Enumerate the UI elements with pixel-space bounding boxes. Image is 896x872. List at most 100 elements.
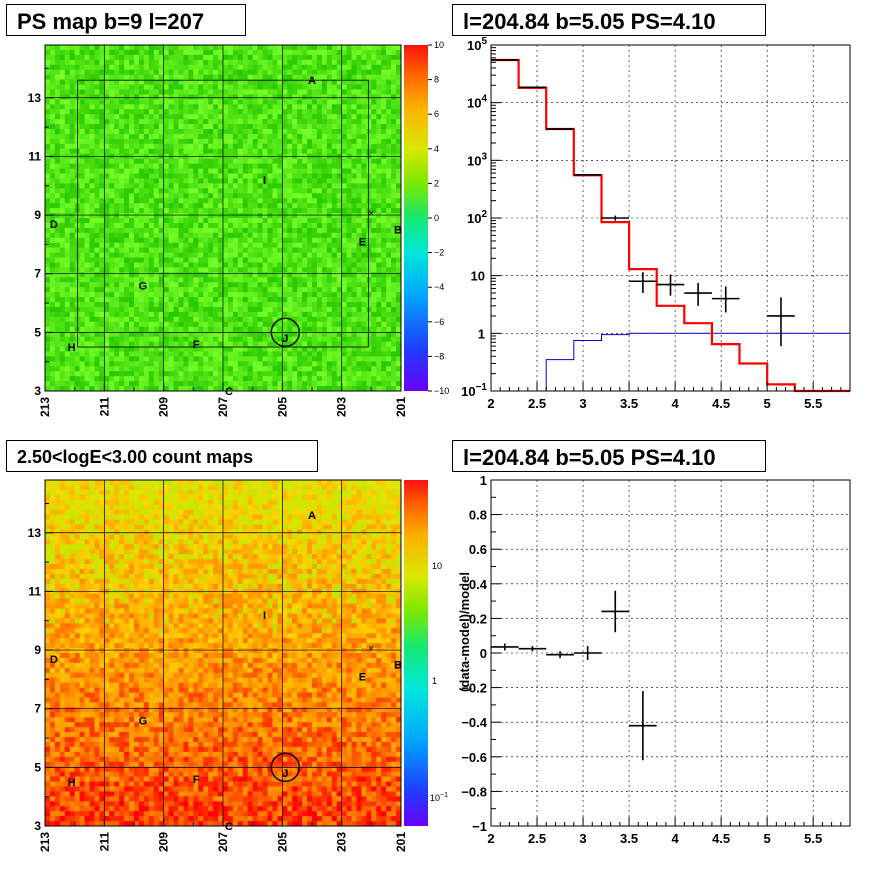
- map-pixel: [257, 79, 263, 85]
- map-pixel: [302, 114, 308, 120]
- map-pixel: [158, 272, 165, 278]
- map-pixel: [124, 346, 130, 352]
- map-pixel: [143, 222, 150, 229]
- map-pixel: [143, 331, 150, 338]
- map-pixel: [84, 242, 90, 249]
- map-pixel: [129, 109, 135, 115]
- map-pixel: [287, 257, 293, 263]
- map-pixel: [54, 69, 61, 76]
- map-pixel: [376, 252, 382, 258]
- map-pixel: [376, 114, 382, 120]
- map-pixel: [272, 252, 278, 258]
- map-pixel: [223, 69, 229, 76]
- map-pixel: [277, 45, 283, 51]
- map-pixel: [49, 84, 56, 90]
- map-pixel: [386, 232, 392, 239]
- map-pixel: [213, 292, 219, 298]
- map-pixel: [183, 208, 189, 214]
- map-pixel: [356, 287, 362, 293]
- map-pixel: [297, 227, 303, 234]
- map-pixel: [371, 143, 377, 150]
- map-pixel: [49, 262, 56, 268]
- map-pixel: [302, 277, 308, 283]
- map-pixel: [124, 143, 130, 150]
- map-pixel: [371, 119, 377, 125]
- map-pixel: [326, 232, 333, 239]
- map-pixel: [366, 59, 372, 66]
- map-pixel: [381, 381, 387, 387]
- map-pixel: [129, 386, 135, 392]
- map-pixel: [336, 272, 343, 278]
- map-pixel: [257, 218, 263, 224]
- map-pixel: [163, 237, 170, 244]
- map-pixel: [168, 361, 174, 367]
- map-pixel: [302, 79, 308, 85]
- map-pixel: [173, 104, 179, 110]
- map-pixel: [262, 341, 268, 347]
- map-pixel: [69, 297, 76, 303]
- map-pixel: [153, 178, 160, 184]
- map-pixel: [138, 356, 145, 362]
- map-pixel: [356, 59, 362, 66]
- map-pixel: [272, 222, 278, 229]
- map-pixel: [94, 168, 100, 174]
- map-pixel: [331, 109, 338, 115]
- map-pixel: [307, 143, 313, 150]
- map-pixel: [267, 99, 273, 105]
- map-pixel: [49, 124, 56, 130]
- map-pixel: [237, 257, 244, 263]
- map-pixel: [218, 277, 224, 283]
- map-pixel: [356, 277, 362, 283]
- map-pixel: [208, 158, 214, 165]
- map-pixel: [54, 222, 61, 229]
- map-pixel: [94, 178, 100, 184]
- map-pixel: [282, 252, 288, 258]
- map-pixel: [168, 386, 174, 392]
- map-pixel: [361, 99, 367, 105]
- map-pixel: [158, 282, 165, 288]
- map-pixel: [198, 262, 204, 268]
- map-pixel: [361, 366, 367, 372]
- map-pixel: [326, 297, 333, 303]
- map-pixel: [79, 89, 85, 95]
- map-pixel: [351, 168, 357, 174]
- map-pixel: [119, 89, 125, 95]
- map-pixel: [331, 129, 338, 135]
- map-pixel: [223, 45, 229, 51]
- map-pixel: [326, 237, 333, 244]
- map-pixel: [69, 351, 76, 357]
- map-pixel: [321, 267, 328, 273]
- map-pixel: [143, 351, 150, 357]
- map-pixel: [183, 311, 189, 318]
- map-pixel: [213, 351, 219, 357]
- map-pixel: [143, 54, 150, 61]
- map-pixel: [282, 326, 288, 333]
- map-pixel: [79, 49, 85, 56]
- map-pixel: [341, 242, 348, 249]
- map-pixel: [267, 119, 273, 125]
- map-pixel: [262, 371, 268, 377]
- map-pixel: [326, 148, 333, 155]
- map-pixel: [183, 272, 189, 278]
- map-pixel: [213, 242, 219, 249]
- map-pixel: [148, 316, 155, 323]
- map-pixel: [267, 227, 273, 234]
- map-pixel: [178, 381, 184, 387]
- map-pixel: [198, 74, 204, 80]
- map-pixel: [148, 64, 155, 71]
- map-pixel: [252, 163, 259, 169]
- map-pixel: [109, 79, 115, 85]
- map-pixel: [307, 119, 313, 125]
- map-pixel: [148, 138, 155, 145]
- map-pixel: [366, 158, 372, 165]
- map-pixel: [89, 124, 95, 130]
- map-pixel: [168, 287, 174, 293]
- map-pixel: [316, 49, 323, 56]
- map-pixel: [69, 173, 76, 179]
- map-pixel: [223, 84, 229, 90]
- map-pixel: [267, 302, 273, 308]
- map-pixel: [124, 282, 130, 288]
- map-pixel: [138, 133, 145, 140]
- map-pixel: [198, 193, 204, 199]
- map-pixel: [138, 227, 145, 234]
